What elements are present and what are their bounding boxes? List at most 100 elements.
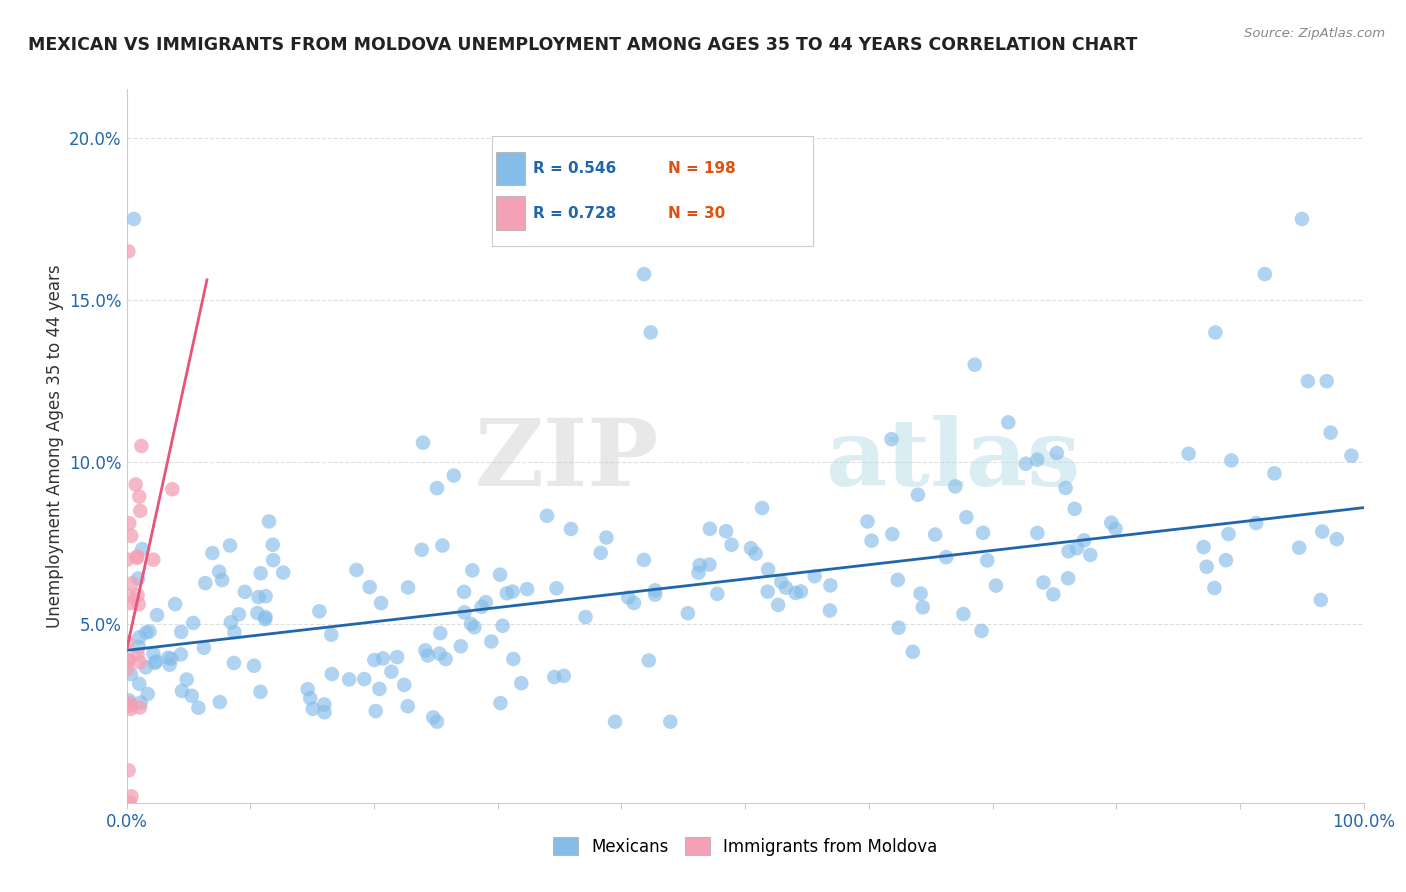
Point xyxy=(118,796,141,810)
Point xyxy=(1254,267,1277,281)
Point xyxy=(720,538,742,552)
Point xyxy=(1177,447,1199,461)
Text: atlas: atlas xyxy=(825,416,1081,505)
Point xyxy=(297,682,319,697)
Point xyxy=(426,714,449,729)
Point xyxy=(699,558,721,572)
Point xyxy=(143,656,166,670)
Point xyxy=(756,562,779,576)
Text: MEXICAN VS IMMIGRANTS FROM MOLDOVA UNEMPLOYMENT AMONG AGES 35 TO 44 YEARS CORREL: MEXICAN VS IMMIGRANTS FROM MOLDOVA UNEMP… xyxy=(28,36,1137,54)
Point xyxy=(706,587,728,601)
Point xyxy=(219,539,242,553)
Point xyxy=(118,516,141,531)
Point xyxy=(370,596,392,610)
Point xyxy=(135,660,157,674)
Point xyxy=(127,588,149,602)
Point xyxy=(502,652,524,666)
Point xyxy=(380,665,402,679)
Point xyxy=(120,529,142,543)
Point xyxy=(142,647,165,661)
Point xyxy=(546,582,568,596)
Legend: Mexicans, Immigrants from Moldova: Mexicans, Immigrants from Moldova xyxy=(546,830,945,863)
Point xyxy=(117,635,139,649)
Point xyxy=(159,657,181,672)
Point xyxy=(254,589,277,603)
Point xyxy=(976,553,998,567)
Point xyxy=(970,624,993,638)
Point xyxy=(491,619,513,633)
Text: Source: ZipAtlas.com: Source: ZipAtlas.com xyxy=(1244,27,1385,40)
Point xyxy=(117,244,139,259)
Point xyxy=(122,211,145,226)
Point xyxy=(125,477,148,491)
Point xyxy=(125,550,148,565)
Point xyxy=(617,591,640,605)
Point xyxy=(1046,446,1069,460)
Point xyxy=(463,620,485,634)
Point xyxy=(688,566,710,580)
Point xyxy=(128,640,150,654)
Point xyxy=(471,599,494,614)
Point xyxy=(249,685,271,699)
Point xyxy=(1316,374,1339,388)
Point xyxy=(128,597,150,611)
Point xyxy=(254,612,277,626)
Point xyxy=(412,435,434,450)
Point xyxy=(145,655,167,669)
Point xyxy=(744,547,766,561)
Point xyxy=(943,479,966,493)
Point xyxy=(543,670,565,684)
Point xyxy=(142,552,165,566)
Point xyxy=(422,710,444,724)
Point xyxy=(1263,467,1285,481)
Point xyxy=(475,595,498,609)
Point xyxy=(790,584,813,599)
Point xyxy=(118,698,141,713)
Point xyxy=(228,607,250,622)
Point xyxy=(194,576,217,591)
Point xyxy=(574,610,596,624)
Point xyxy=(180,689,202,703)
Point xyxy=(751,500,773,515)
Point xyxy=(972,525,994,540)
Point xyxy=(129,696,152,710)
Point xyxy=(254,610,277,624)
Point xyxy=(346,563,368,577)
Point xyxy=(1063,501,1085,516)
Point xyxy=(1309,593,1331,607)
Point xyxy=(233,584,256,599)
Point xyxy=(489,567,512,582)
Point xyxy=(314,698,336,712)
Point xyxy=(396,581,419,595)
Point xyxy=(803,569,825,583)
Point xyxy=(955,510,977,524)
Point xyxy=(314,705,336,719)
Point xyxy=(165,597,187,611)
Point xyxy=(429,626,451,640)
Point xyxy=(1291,211,1313,226)
Point xyxy=(901,645,924,659)
Point xyxy=(219,615,242,630)
Point xyxy=(935,550,957,565)
Point xyxy=(302,702,325,716)
Point xyxy=(368,681,391,696)
Point xyxy=(211,573,233,587)
Point xyxy=(589,546,612,560)
Point xyxy=(432,539,454,553)
Point xyxy=(880,432,903,446)
Point xyxy=(121,789,143,804)
Point xyxy=(1288,541,1310,555)
Point xyxy=(118,696,141,710)
Point xyxy=(262,553,284,567)
Point xyxy=(208,695,231,709)
Point xyxy=(157,650,180,665)
Point xyxy=(1195,559,1218,574)
Point xyxy=(117,764,139,778)
Point xyxy=(516,582,538,596)
Point xyxy=(129,504,152,518)
Point xyxy=(640,326,662,340)
Point xyxy=(659,714,682,729)
Point xyxy=(860,533,883,548)
Point xyxy=(1042,587,1064,601)
Point xyxy=(910,586,932,600)
